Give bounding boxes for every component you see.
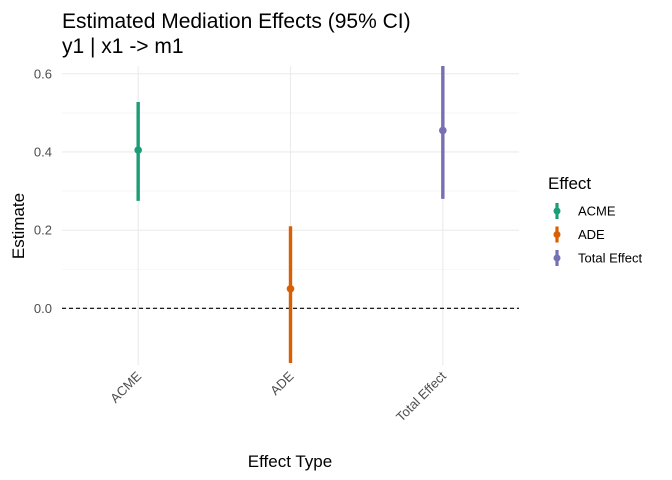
y-tick-label: 0.0 bbox=[34, 301, 52, 316]
legend-label: Total Effect bbox=[578, 251, 642, 266]
legend-item-acme: ACME bbox=[553, 203, 616, 219]
legend-item-ade: ADE bbox=[553, 226, 605, 243]
legend-key-point bbox=[553, 207, 561, 215]
y-tick-label: 0.6 bbox=[34, 66, 52, 81]
y-tick-label: 0.2 bbox=[34, 223, 52, 238]
x-tick-label: ACME bbox=[107, 368, 144, 405]
legend-items: ACME ADE Total Effect bbox=[553, 203, 642, 266]
point-estimate-ade bbox=[286, 284, 295, 293]
y-axis-title: Estimate bbox=[9, 193, 28, 259]
y-axis-ticks: 0.0 0.2 0.4 0.6 bbox=[34, 66, 52, 316]
chart-title: Estimated Mediation Effects (95% CI) bbox=[62, 10, 411, 33]
x-tick-label: ADE bbox=[267, 368, 297, 398]
x-axis-ticks: ACME ADE Total Effect bbox=[107, 368, 449, 424]
legend-item-total-effect: Total Effect bbox=[553, 250, 642, 266]
point-estimate-total-effect bbox=[439, 126, 447, 135]
data-marks bbox=[134, 66, 447, 364]
legend-label: ACME bbox=[578, 204, 616, 219]
legend-label: ADE bbox=[578, 227, 605, 242]
legend: Effect ACME ADE Total Effect bbox=[548, 174, 642, 266]
legend-key-point bbox=[553, 254, 561, 262]
x-tick-label: Total Effect bbox=[393, 368, 449, 424]
legend-title: Effect bbox=[548, 174, 591, 193]
point-estimate-acme bbox=[134, 146, 142, 154]
legend-key-point bbox=[553, 231, 561, 238]
y-tick-label: 0.4 bbox=[34, 144, 52, 159]
x-axis-title: Effect Type bbox=[248, 452, 332, 471]
chart-subtitle: y1 | x1 -> m1 bbox=[62, 35, 184, 58]
